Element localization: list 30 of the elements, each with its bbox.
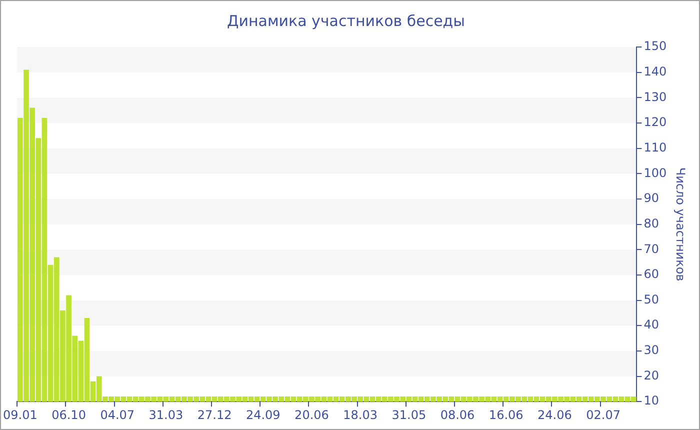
y-tick-label: 10 xyxy=(644,394,659,408)
x-tick-label: 09.01 xyxy=(2,408,38,422)
y-tick-label: 100 xyxy=(644,166,667,180)
y-tick-label: 150 xyxy=(644,39,667,54)
x-tick-label: 04.07 xyxy=(100,408,135,422)
y-tick-label: 110 xyxy=(644,140,667,154)
chart-title: Динамика участников беседы xyxy=(226,12,466,30)
x-tick-label: 16.06 xyxy=(488,408,524,422)
x-tick-label: 02.07 xyxy=(586,408,620,422)
x-tick-label: 08.06 xyxy=(440,408,475,422)
x-tick-label: 06.10 xyxy=(52,408,86,422)
x-tick-label: 24.06 xyxy=(538,408,572,422)
y-tick-label: 50 xyxy=(644,292,659,306)
y-tick-label: 90 xyxy=(644,191,659,206)
y-tick-label: 40 xyxy=(644,318,659,332)
y-tick-label: 70 xyxy=(644,242,659,256)
y-axis-title: Число участников xyxy=(674,167,688,282)
y-tick-label: 60 xyxy=(644,267,659,282)
y-tick-label: 30 xyxy=(644,343,659,358)
x-tick-label: 24.09 xyxy=(246,408,280,422)
y-tick-label: 140 xyxy=(644,64,667,78)
x-tick-label: 18.03 xyxy=(343,408,378,422)
x-tick-label: 31.03 xyxy=(148,408,184,422)
y-tick-label: 120 xyxy=(644,115,667,130)
y-tick-label: 80 xyxy=(644,216,659,230)
y-tick-label: 130 xyxy=(644,90,667,104)
y-tick-label: 20 xyxy=(644,368,659,382)
x-tick-label: 20.06 xyxy=(294,408,329,422)
x-tick-label: 27.12 xyxy=(197,408,232,422)
x-tick-label: 31.05 xyxy=(392,408,426,422)
